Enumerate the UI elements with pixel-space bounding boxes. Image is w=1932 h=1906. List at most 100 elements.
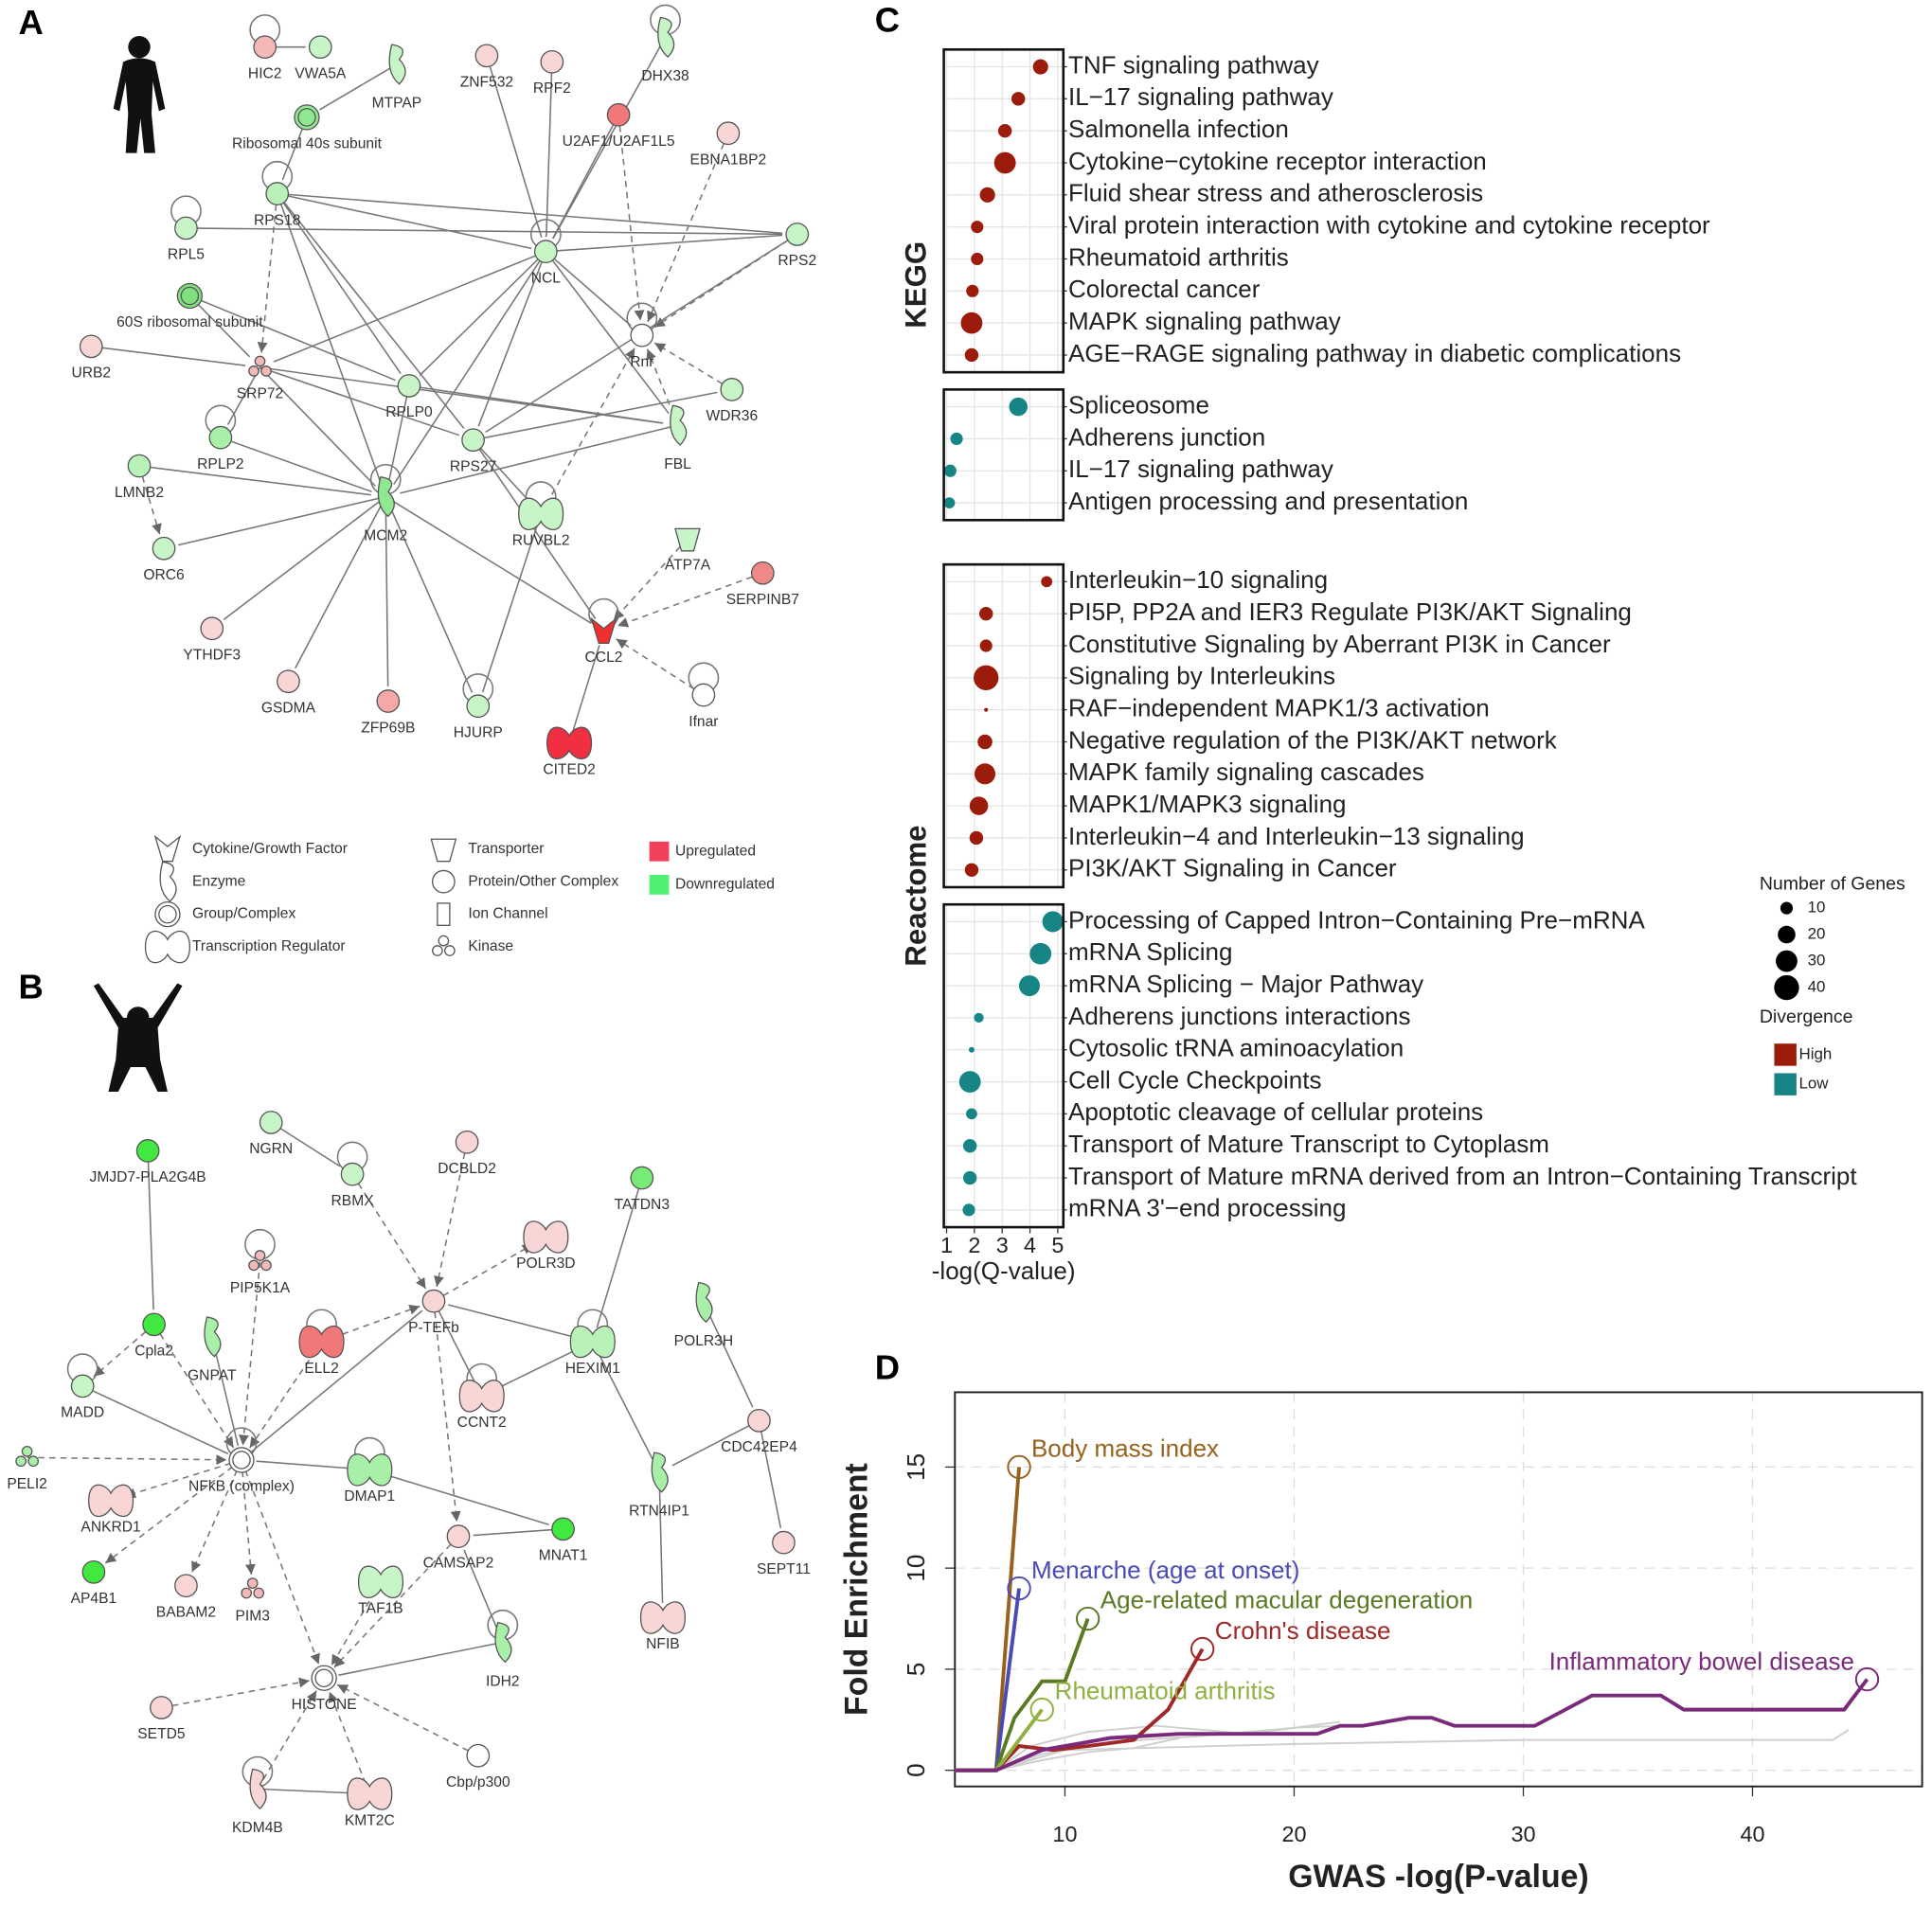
node-label: NFkB (complex) (188, 1479, 295, 1495)
edge (147, 1150, 154, 1310)
x-tick-label: 2 (968, 1233, 980, 1257)
node-shape (340, 1162, 365, 1186)
legend-label: Group/Complex (192, 906, 296, 922)
edge (257, 193, 278, 353)
dot (950, 432, 963, 446)
edge (486, 55, 543, 238)
node-shape (357, 1565, 404, 1599)
node-label: KDM4B (232, 1820, 283, 1836)
y-tick-label: 10 (902, 1555, 930, 1582)
endpoint-marker (1007, 1454, 1031, 1480)
node-label: ORC6 (143, 567, 184, 583)
node-label: RPLP0 (385, 404, 433, 420)
dot (971, 221, 984, 234)
node-shape (716, 121, 741, 146)
term-label: AGE−RAGE signaling pathway in diabetic c… (1068, 339, 1681, 367)
x-tick-label: 3 (996, 1233, 1009, 1257)
edge (658, 1471, 664, 1603)
dot (975, 763, 996, 785)
edge (223, 495, 386, 620)
node-label: Cbp/p300 (446, 1774, 510, 1790)
node-label: IDH2 (486, 1673, 520, 1689)
node-label: RPS2 (778, 253, 816, 269)
edge (241, 1459, 256, 1576)
edge (617, 115, 645, 321)
legend-label: Transporter (468, 841, 544, 857)
dot (943, 464, 957, 477)
color-legend-label: High (1798, 1044, 1832, 1062)
edge (189, 294, 396, 382)
node-shape (376, 689, 401, 713)
facet-label: Reactome (900, 825, 933, 966)
edge (546, 234, 783, 253)
edge (152, 1324, 235, 1449)
node-shape (27, 1455, 39, 1468)
edge (552, 36, 667, 240)
gibbon-silhouette (93, 983, 183, 1092)
node-label: POLR3H (674, 1333, 733, 1349)
series-line (955, 1737, 1180, 1772)
edge (647, 133, 729, 323)
legend-label: Kinase (468, 938, 513, 954)
dot (964, 347, 979, 363)
edge (138, 465, 162, 535)
node-label: Ifnar (689, 714, 718, 730)
dot (977, 734, 993, 750)
node-label: U2AF1/U2AF1L5 (563, 134, 675, 150)
edge (93, 1324, 155, 1378)
dot (993, 151, 1016, 174)
node-label: DCBLD2 (438, 1161, 496, 1177)
edge (270, 1121, 341, 1167)
dot (997, 123, 1012, 138)
node-shape (523, 1220, 569, 1254)
term-label: Cell Cycle Checkpoints (1068, 1065, 1322, 1094)
edge (545, 251, 670, 415)
node-shape (144, 930, 191, 964)
dot (962, 1139, 977, 1153)
node-shape (474, 44, 499, 68)
edge (473, 391, 718, 441)
node-shape (630, 323, 654, 347)
node-label: MTPAP (372, 96, 422, 112)
node-label: Rnr (630, 354, 653, 370)
edge (408, 384, 664, 424)
node-shape (494, 1621, 512, 1664)
node-shape (135, 1139, 160, 1163)
node-label: WDR36 (706, 408, 758, 424)
endpoint-marker (1029, 1697, 1054, 1722)
node-shape (691, 683, 716, 707)
dot (979, 639, 993, 652)
node-shape (466, 694, 491, 719)
y-tick-label: 5 (902, 1663, 930, 1676)
facet-box (942, 562, 1065, 889)
node-shape (674, 527, 701, 552)
node-label: ANKRD1 (80, 1520, 140, 1536)
dot (969, 830, 984, 846)
edge (617, 572, 763, 628)
series-line (955, 1729, 1850, 1772)
edge (385, 496, 389, 686)
edge (277, 193, 402, 375)
edge (385, 496, 474, 693)
edge (433, 1243, 534, 1302)
node-shape (180, 286, 200, 306)
node-label: ELL2 (304, 1361, 338, 1377)
dot (966, 284, 979, 297)
node-shape (314, 1668, 333, 1688)
dot (962, 1203, 975, 1217)
x-tick-label: 40 (1740, 1822, 1764, 1846)
node-label: RBMX (331, 1193, 375, 1209)
y-tick-label: 0 (902, 1763, 930, 1776)
edge (81, 1385, 229, 1455)
node-shape (153, 834, 182, 863)
node-label: RPLP2 (197, 456, 243, 472)
node-label: MCM2 (364, 527, 407, 543)
human-silhouette (113, 35, 166, 153)
node-shape (265, 182, 290, 205)
term-label: Signaling by Interleukins (1068, 662, 1335, 690)
node-label: FBL (664, 456, 691, 472)
y-tick-label: 15 (902, 1453, 930, 1481)
edge (259, 366, 460, 436)
size-legend-dot (1776, 950, 1798, 972)
node-shape (750, 561, 775, 585)
